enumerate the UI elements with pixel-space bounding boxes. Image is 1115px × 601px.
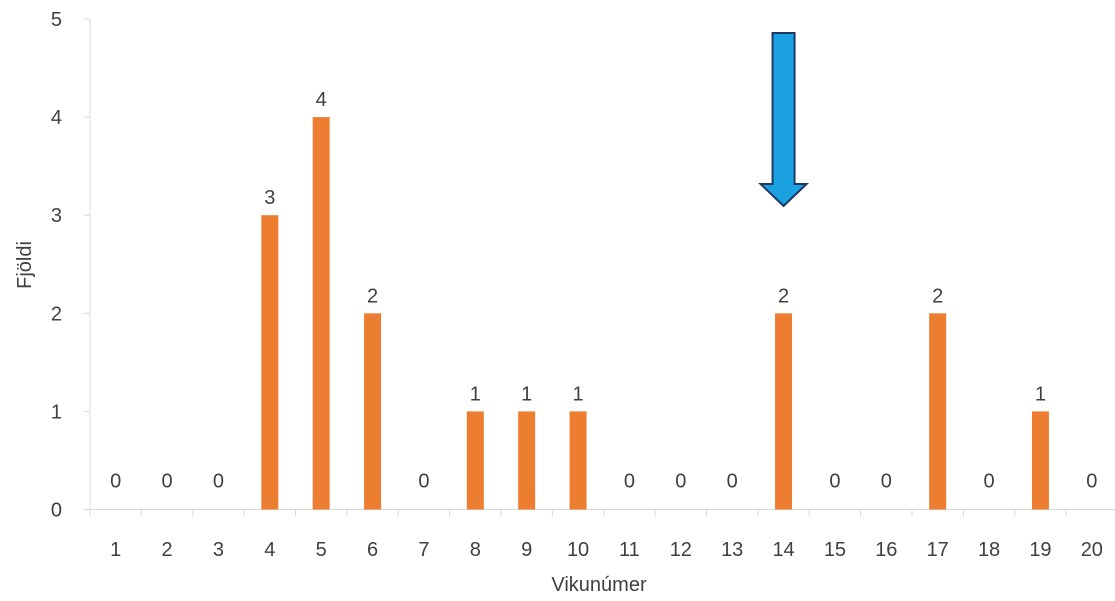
y-tick-label: 4 xyxy=(51,107,62,129)
data-label: 3 xyxy=(264,187,275,209)
data-label: 0 xyxy=(675,471,686,493)
y-tick-label: 2 xyxy=(51,303,62,325)
x-axis: 1 2 3 4 5 6 7 8 9 10 11 12 13 14 15 16 17 18 19 20 xyxy=(89,509,1115,561)
x-tick-label: 11 xyxy=(619,539,640,561)
bar xyxy=(312,117,330,510)
data-label: 4 xyxy=(316,89,327,111)
data-label: 2 xyxy=(367,285,378,307)
y-axis-title: Fjöldi xyxy=(14,241,36,289)
data-label: 0 xyxy=(1086,471,1097,493)
x-tick-label: 20 xyxy=(1081,539,1103,561)
x-tick-label: 2 xyxy=(162,539,173,561)
y-tick-label: 3 xyxy=(51,205,62,227)
bar xyxy=(569,411,587,510)
data-label: 0 xyxy=(829,471,840,493)
data-label: 1 xyxy=(521,383,532,405)
x-tick-label: 12 xyxy=(670,539,692,561)
x-tick-label: 10 xyxy=(567,539,589,561)
x-axis-title: Vikunúmer xyxy=(551,574,647,596)
arrow-down-icon xyxy=(758,32,810,208)
data-label: 1 xyxy=(470,383,481,405)
data-label: 2 xyxy=(778,285,789,307)
data-label: 0 xyxy=(881,471,892,493)
data-label: 1 xyxy=(1035,383,1046,405)
x-tick-label: 14 xyxy=(772,539,794,561)
x-tick-label: 5 xyxy=(316,539,327,561)
data-label: 0 xyxy=(110,471,121,493)
x-tick-label: 15 xyxy=(824,539,846,561)
x-tick-label: 4 xyxy=(264,539,275,561)
annotations xyxy=(758,32,810,208)
x-tick-label: 7 xyxy=(418,539,429,561)
x-tick-label: 9 xyxy=(521,539,532,561)
data-labels: 0 0 0 3 4 2 0 1 1 1 0 0 0 2 0 0 2 0 1 0 xyxy=(110,89,1097,492)
y-tick-label: 0 xyxy=(51,500,62,522)
x-tick-label: 18 xyxy=(978,539,1000,561)
data-label: 0 xyxy=(984,471,995,493)
bar xyxy=(466,411,484,510)
data-label: 0 xyxy=(727,471,738,493)
bar xyxy=(929,313,947,510)
bar xyxy=(518,411,536,510)
data-label: 2 xyxy=(932,285,943,307)
x-tick-label: 8 xyxy=(470,539,481,561)
x-tick-label: 3 xyxy=(213,539,224,561)
x-tick-label: 6 xyxy=(367,539,378,561)
data-label: 0 xyxy=(162,471,173,493)
y-tick-label: 5 xyxy=(51,9,62,31)
data-label: 0 xyxy=(418,471,429,493)
x-tick-label: 1 xyxy=(110,539,121,561)
x-tick-label: 17 xyxy=(927,539,949,561)
data-label: 1 xyxy=(573,383,584,405)
bar xyxy=(775,313,793,510)
bar xyxy=(364,313,382,510)
y-tick-label: 1 xyxy=(51,401,62,423)
data-label: 0 xyxy=(624,471,635,493)
x-tick-label: 13 xyxy=(721,539,743,561)
y-axis: 0 1 2 3 4 5 xyxy=(51,9,91,522)
bar xyxy=(1031,411,1049,510)
data-label: 0 xyxy=(213,471,224,493)
bars xyxy=(261,117,1049,510)
x-tick-label: 19 xyxy=(1029,539,1051,561)
x-tick-label: 16 xyxy=(875,539,897,561)
bar xyxy=(261,215,279,510)
